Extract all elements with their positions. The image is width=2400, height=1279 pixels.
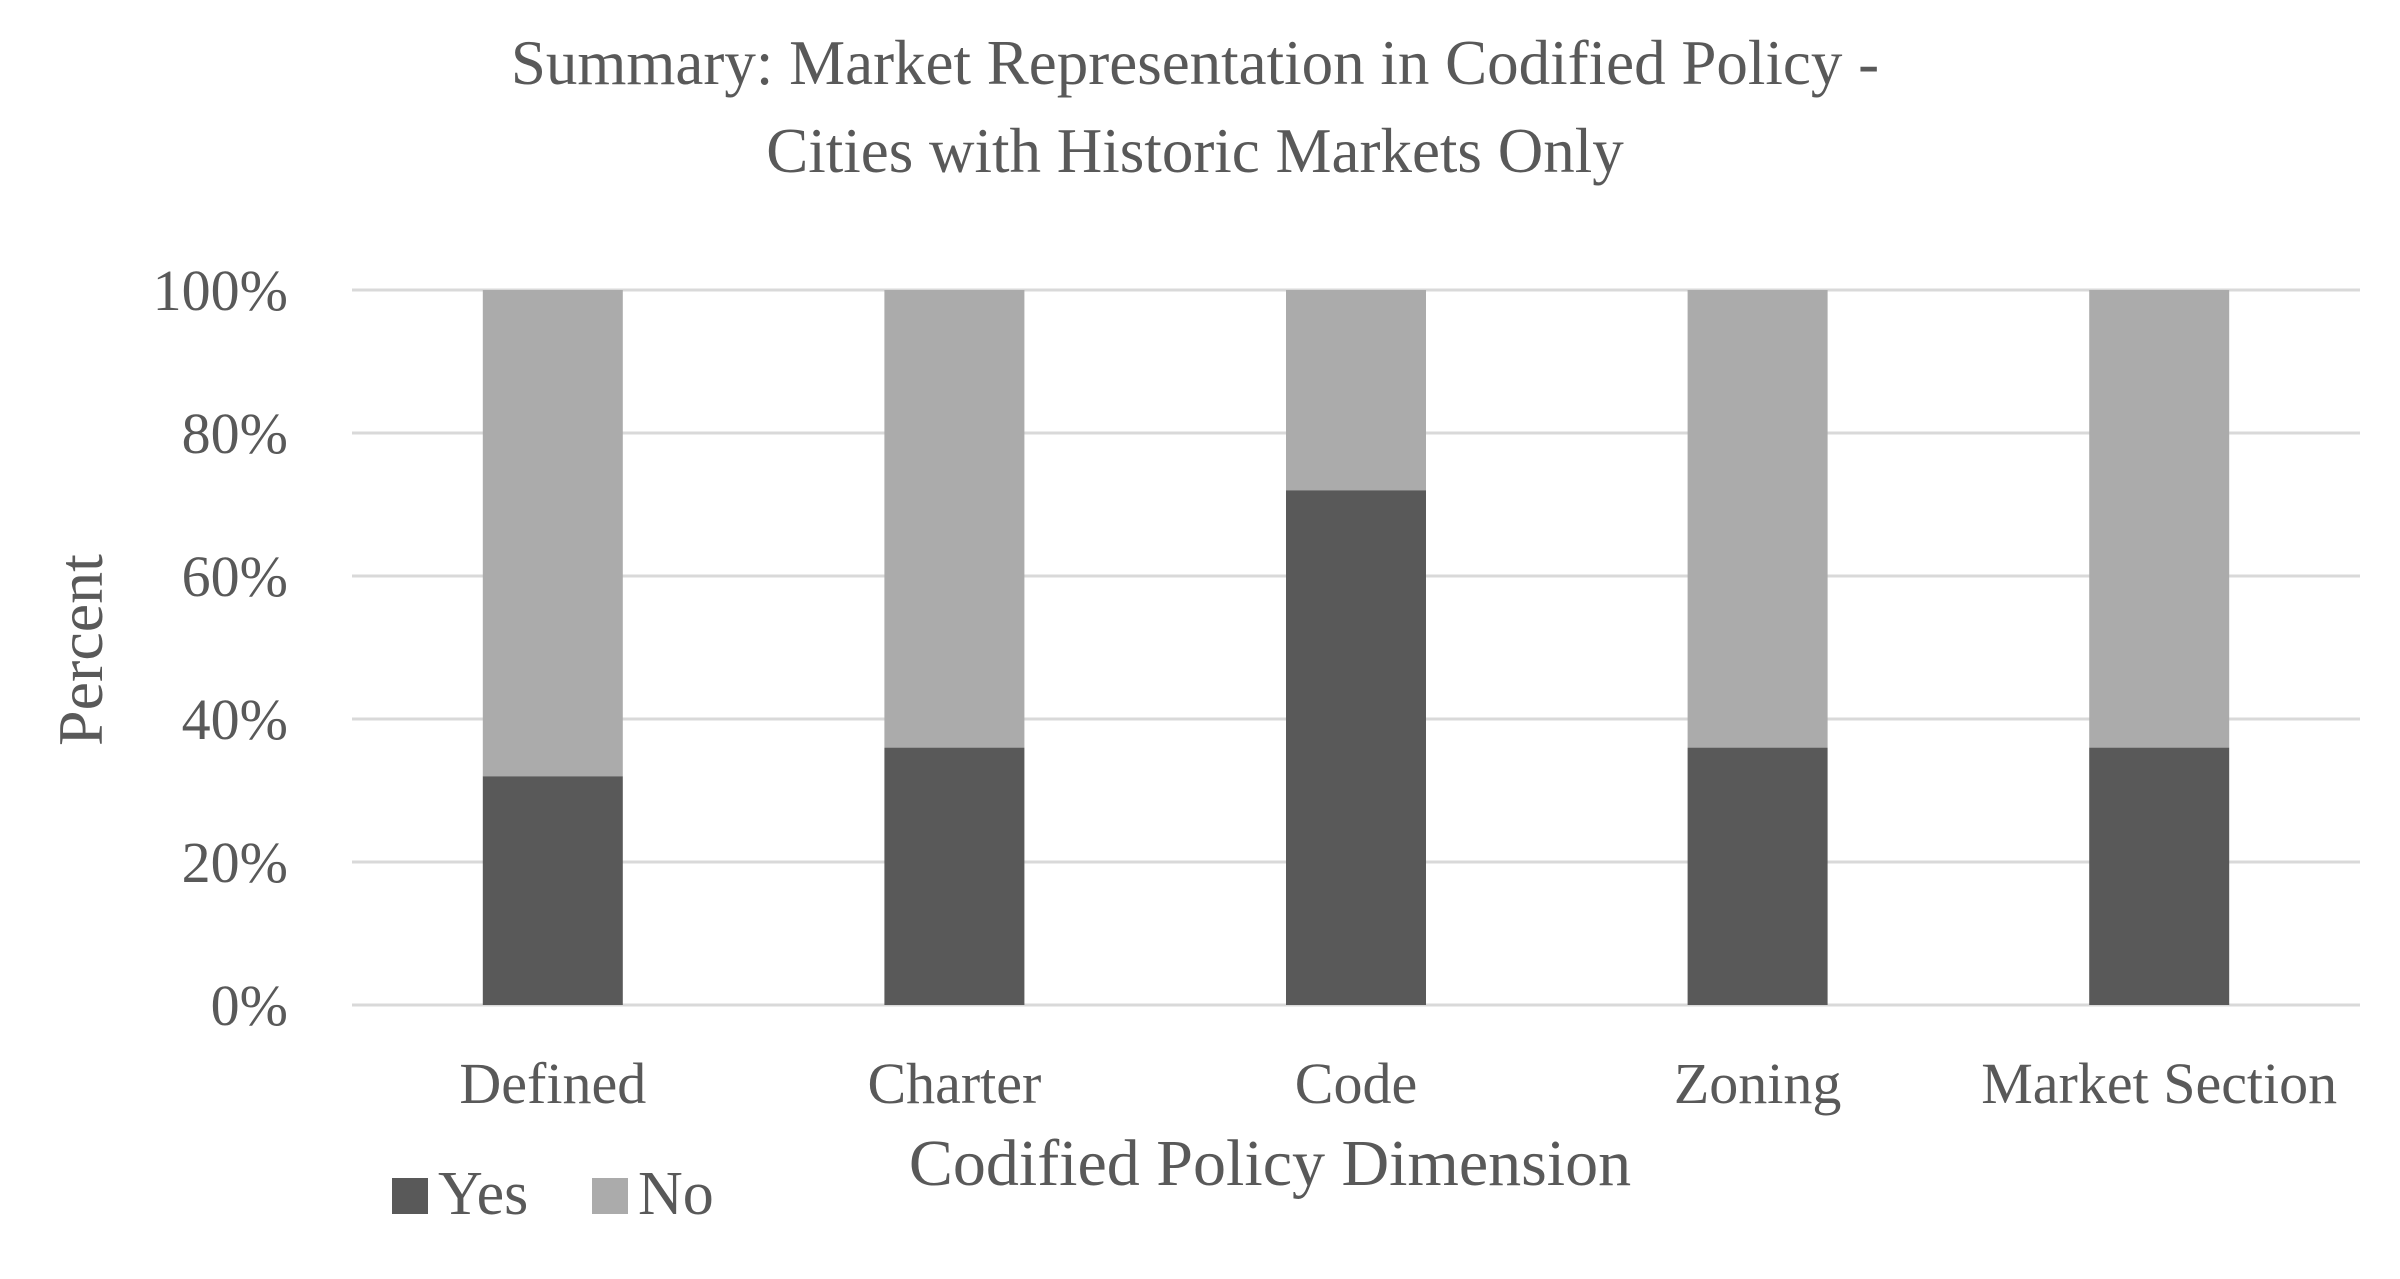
bar-yes (884, 747, 1025, 1005)
bar-yes (482, 776, 623, 1005)
y-tick-label: 40% (182, 687, 288, 752)
chart-title-line-1: Summary: Market Representation in Codifi… (511, 28, 1879, 98)
legend-label-yes: Yes (438, 1160, 528, 1228)
bar-yes (1286, 490, 1426, 1005)
x-axis-label: Codified Policy Dimension (909, 1127, 1631, 1200)
bar-no (1286, 290, 1426, 491)
y-axis-tick-labels: 0% 20% 40% 60% 80% 100% (153, 258, 288, 1038)
legend-swatch-no (592, 1178, 628, 1214)
bar-no (1687, 290, 1828, 748)
legend-swatch-yes (392, 1178, 428, 1214)
x-axis-tick-labels: Defined Charter Code Zoning Market Section (459, 1051, 2337, 1116)
x-tick-label: Charter (867, 1051, 1041, 1116)
bar-no (2089, 290, 2230, 748)
bar-yes (1687, 747, 1828, 1005)
bar-yes (2089, 747, 2230, 1005)
bars (482, 290, 2230, 1005)
x-tick-label: Zoning (1674, 1051, 1842, 1116)
y-tick-label: 20% (182, 830, 288, 895)
legend-label-no: No (638, 1160, 714, 1228)
bar-no (482, 290, 623, 777)
legend: Yes No (392, 1160, 714, 1228)
y-tick-label: 80% (182, 401, 288, 466)
y-axis-label: Percent (45, 554, 116, 746)
y-tick-label: 60% (182, 544, 288, 609)
x-tick-label: Market Section (1981, 1051, 2337, 1116)
y-tick-label: 0% (211, 973, 288, 1038)
chart-title: Summary: Market Representation in Codifi… (511, 28, 1879, 186)
bar-no (884, 290, 1025, 748)
chart-title-line-2: Cities with Historic Markets Only (766, 116, 1624, 186)
x-tick-label: Code (1295, 1051, 1417, 1116)
x-tick-label: Defined (459, 1051, 646, 1116)
y-tick-label: 100% (153, 258, 288, 323)
